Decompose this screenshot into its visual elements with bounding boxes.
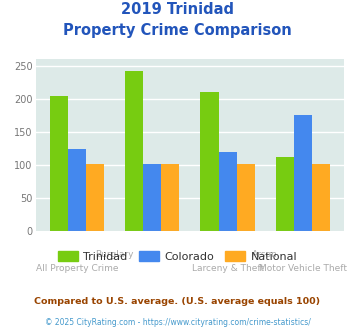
Bar bbox=[201, 92, 219, 231]
Bar bbox=[68, 148, 86, 231]
Text: 2019 Trinidad: 2019 Trinidad bbox=[121, 2, 234, 16]
Legend: Trinidad, Colorado, National: Trinidad, Colorado, National bbox=[53, 247, 302, 267]
Bar bbox=[237, 164, 255, 231]
Text: Motor Vehicle Theft: Motor Vehicle Theft bbox=[259, 264, 347, 273]
Text: All Property Crime: All Property Crime bbox=[36, 264, 118, 273]
Text: Burglary: Burglary bbox=[95, 250, 134, 259]
Text: Larceny & Theft: Larceny & Theft bbox=[192, 264, 264, 273]
Text: Arson: Arson bbox=[252, 250, 278, 259]
Text: © 2025 CityRating.com - https://www.cityrating.com/crime-statistics/: © 2025 CityRating.com - https://www.city… bbox=[45, 318, 310, 327]
Text: Compared to U.S. average. (U.S. average equals 100): Compared to U.S. average. (U.S. average … bbox=[34, 297, 321, 306]
Bar bbox=[294, 115, 312, 231]
Text: Property Crime Comparison: Property Crime Comparison bbox=[63, 23, 292, 38]
Bar bbox=[276, 157, 294, 231]
Bar bbox=[219, 152, 237, 231]
Bar bbox=[86, 164, 104, 231]
Bar bbox=[143, 164, 161, 231]
Bar bbox=[312, 164, 330, 231]
Bar bbox=[125, 71, 143, 231]
Bar bbox=[50, 96, 68, 231]
Bar bbox=[161, 164, 179, 231]
